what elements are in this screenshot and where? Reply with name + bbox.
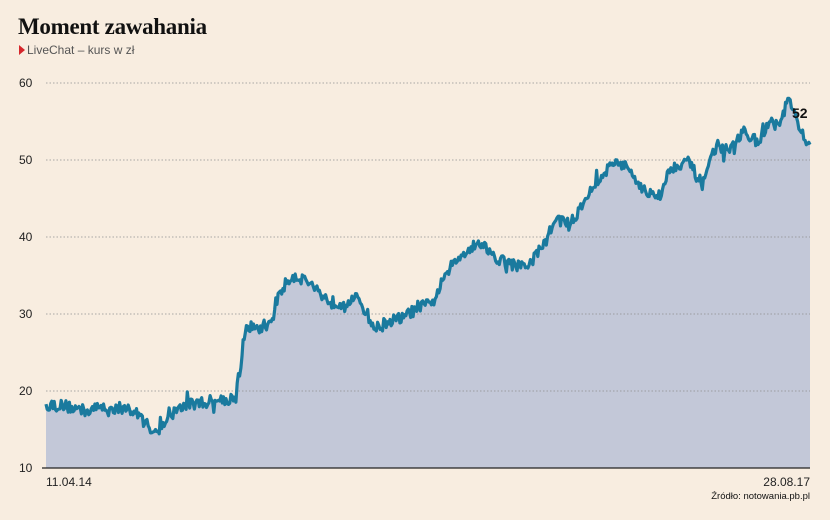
source-note: Źródło: notowania.pb.pl [711,491,810,502]
subtitle-text: LiveChat – kurs w zł [27,43,135,57]
y-tick-label: 30 [19,307,33,321]
end-value-label: 52 [792,105,808,121]
chart-subtitle: LiveChat – kurs w zł [19,43,134,57]
x-tick-label: 11.04.14 [46,475,92,489]
y-tick-label: 40 [19,230,33,244]
y-tick-label: 20 [19,384,33,398]
series-line [44,96,812,436]
y-tick-label: 60 [19,76,33,90]
chart-title: Moment zawahania [18,14,207,39]
x-tick-label: 28.08.17 [763,475,810,489]
red-triangle-marker-icon [19,45,25,55]
y-tick-label: 10 [19,461,33,475]
y-tick-label: 50 [19,153,33,167]
area-fill [46,98,810,469]
